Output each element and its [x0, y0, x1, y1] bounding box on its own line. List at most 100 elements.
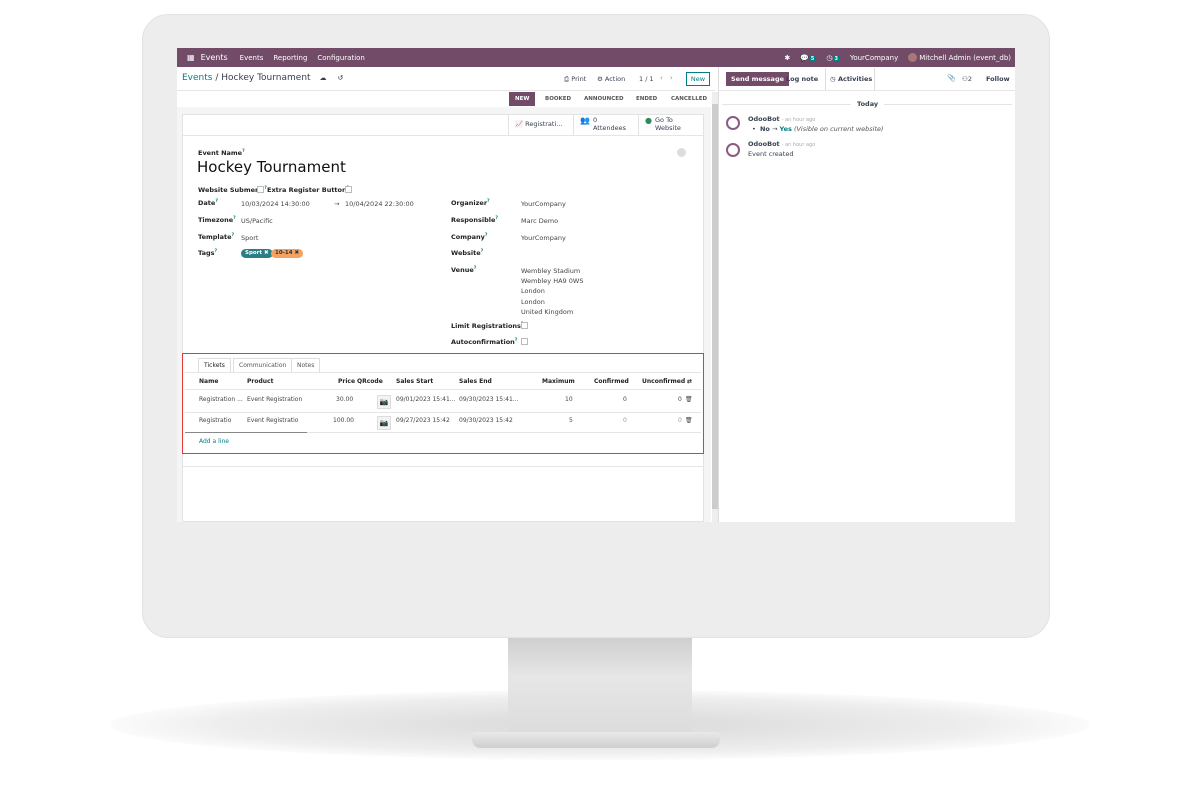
- priority-indicator[interactable]: [677, 148, 686, 157]
- bug-icon[interactable]: ✱: [784, 53, 791, 62]
- app-title[interactable]: Events: [200, 53, 228, 62]
- avatar[interactable]: [908, 53, 918, 62]
- column-name[interactable]: Name: [199, 378, 219, 385]
- responsible-label: Responsible: [451, 216, 496, 224]
- scrollbar[interactable]: [712, 92, 718, 522]
- new-button[interactable]: New: [686, 72, 710, 86]
- extra-register-checkbox[interactable]: [345, 186, 352, 193]
- log-note-button[interactable]: Log note: [786, 75, 819, 83]
- registrations-smart-button[interactable]: 📈 Registrati...: [508, 114, 573, 135]
- print-button[interactable]: ⎙ Print: [564, 75, 587, 83]
- event-name-label: Event Name: [198, 149, 243, 157]
- remove-tag-icon[interactable]: ✖: [294, 250, 300, 256]
- menu-configuration[interactable]: Configuration: [317, 53, 365, 62]
- date-end-field[interactable]: 10/04/2024 22:30:00: [345, 200, 414, 208]
- cell-sales-start[interactable]: 09/01/2023 15:41...: [396, 396, 456, 403]
- cell-sales-end[interactable]: 09/30/2023 15:41...: [459, 396, 519, 403]
- tab-tickets[interactable]: Tickets: [198, 358, 231, 372]
- column-sales-start[interactable]: Sales Start: [396, 378, 434, 385]
- discard-icon[interactable]: ↺: [337, 74, 344, 82]
- company-switcher[interactable]: YourCompany: [849, 53, 899, 62]
- date-start-field[interactable]: 10/03/2024 14:30:00: [241, 200, 310, 208]
- stage-new[interactable]: NEW: [509, 92, 536, 106]
- cell-maximum[interactable]: 5: [569, 417, 573, 424]
- website-submenu-checkbox[interactable]: [257, 186, 264, 193]
- website-label: Go To Website: [654, 116, 681, 132]
- remove-tag-icon[interactable]: ✖: [263, 250, 269, 256]
- follow-button[interactable]: Follow: [986, 75, 1010, 83]
- venue-field[interactable]: Wembley Stadium Wembley HA9 0WS London L…: [521, 266, 583, 317]
- column-qrcode[interactable]: QRcode: [357, 378, 383, 385]
- column-maximum[interactable]: Maximum: [542, 378, 575, 385]
- company-field[interactable]: YourCompany: [521, 234, 566, 242]
- tracking-note: (Visible on current website): [793, 125, 884, 133]
- cell-price[interactable]: 30.00: [336, 396, 354, 403]
- cell-maximum[interactable]: 10: [565, 396, 573, 403]
- stage-ended[interactable]: ENDED: [636, 96, 658, 102]
- cell-product[interactable]: Event Registratio: [247, 417, 299, 424]
- camera-icon[interactable]: 📷: [377, 416, 391, 430]
- timezone-field[interactable]: US/Pacific: [241, 217, 273, 225]
- tab-notes[interactable]: Notes: [291, 358, 321, 372]
- cell-price[interactable]: 100.00: [333, 417, 354, 424]
- cell-unconfirmed[interactable]: 0: [678, 396, 682, 403]
- date-arrow-icon: →: [334, 200, 340, 208]
- go-to-website-button[interactable]: ● Go To Website: [638, 114, 704, 135]
- limit-registrations-checkbox[interactable]: [521, 322, 528, 329]
- message-time: - an hour ago: [781, 142, 816, 148]
- column-unconfirmed[interactable]: Unconfirmed: [642, 378, 686, 385]
- activities-label: Activities: [837, 75, 873, 83]
- breadcrumb-events[interactable]: Events: [182, 73, 213, 83]
- menu-events[interactable]: Events: [239, 53, 264, 62]
- menu-reporting[interactable]: Reporting: [273, 53, 308, 62]
- cell-confirmed[interactable]: 0: [623, 396, 627, 403]
- messages-icon[interactable]: 💬 5: [800, 53, 817, 62]
- autoconfirmation-checkbox[interactable]: [521, 338, 528, 345]
- column-sales-end[interactable]: Sales End: [459, 378, 492, 385]
- tag-sport[interactable]: Sport ✖: [241, 249, 273, 258]
- tag-label: Sport: [245, 250, 263, 256]
- timezone-label: Timezone: [198, 216, 234, 224]
- attendees-smart-button[interactable]: 👥 0 Attendees: [573, 114, 638, 135]
- add-line-link[interactable]: Add a line: [199, 438, 229, 445]
- stage-booked[interactable]: BOOKED: [545, 96, 572, 102]
- column-confirmed[interactable]: Confirmed: [594, 378, 629, 385]
- event-name-field[interactable]: Hockey Tournament: [197, 158, 346, 176]
- globe-icon: ●: [645, 116, 652, 125]
- print-label: Print: [571, 75, 587, 83]
- template-field[interactable]: Sport: [241, 234, 259, 242]
- tag-age[interactable]: 10-14 ✖: [271, 249, 304, 258]
- trash-icon[interactable]: 🗑: [685, 396, 693, 403]
- stage-cancelled[interactable]: CANCELLED: [671, 96, 708, 102]
- cell-unconfirmed[interactable]: 0: [678, 417, 682, 424]
- activities-button[interactable]: ◷ Activities: [825, 68, 875, 90]
- apps-menu-icon[interactable]: ▦: [187, 53, 195, 62]
- attachment-icon[interactable]: 📎: [947, 74, 956, 82]
- save-cloud-icon[interactable]: ☁: [319, 74, 327, 82]
- camera-icon[interactable]: 📷: [377, 395, 391, 409]
- stage-announced[interactable]: ANNOUNCED: [584, 96, 624, 102]
- user-menu[interactable]: Mitchell Admin (event_db): [919, 53, 1011, 62]
- new-value: Yes: [779, 125, 792, 133]
- cell-sales-end[interactable]: 09/30/2023 15:42: [459, 417, 513, 424]
- pager-prev-icon[interactable]: ‹: [660, 74, 663, 82]
- cell-sales-start[interactable]: 09/27/2023 15:42: [396, 417, 450, 424]
- date-label: Date: [198, 199, 216, 207]
- cell-product[interactable]: Event Registration: [247, 396, 303, 403]
- column-price[interactable]: Price: [338, 378, 356, 385]
- activities-icon[interactable]: ◷ 3: [826, 53, 840, 62]
- tab-communication[interactable]: Communication: [233, 358, 293, 372]
- cell-name[interactable]: Registration ...: [199, 396, 243, 403]
- organizer-field[interactable]: YourCompany: [521, 200, 566, 208]
- send-message-button[interactable]: Send message: [726, 72, 789, 86]
- column-settings-icon[interactable]: ⇄: [687, 378, 693, 385]
- pager-next-icon[interactable]: ›: [670, 74, 673, 82]
- column-product[interactable]: Product: [247, 378, 274, 385]
- chart-icon: 📈: [515, 120, 524, 128]
- responsible-field[interactable]: Marc Demo: [521, 217, 559, 225]
- trash-icon[interactable]: 🗑: [685, 417, 693, 424]
- cell-name[interactable]: Registratio: [199, 417, 232, 424]
- followers-button[interactable]: ⚇2: [962, 75, 972, 83]
- cell-confirmed[interactable]: 0: [623, 417, 627, 424]
- action-button[interactable]: ⚙ Action: [597, 75, 626, 83]
